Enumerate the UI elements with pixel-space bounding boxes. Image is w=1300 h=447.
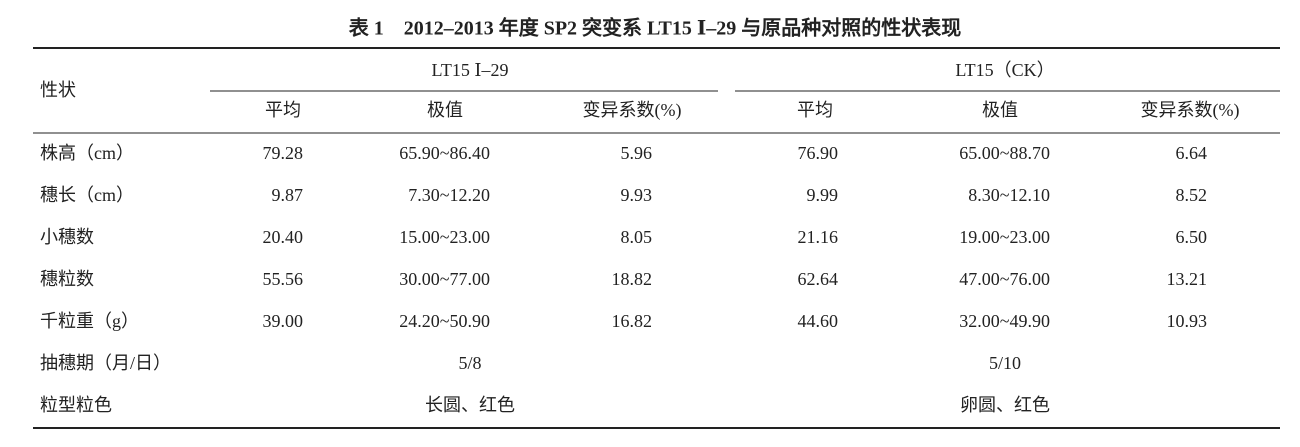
- cell: 62.64: [798, 269, 839, 289]
- cell: 47.00~76.00: [959, 269, 1050, 289]
- cell: 30.00~77.00: [399, 269, 490, 289]
- cell: 7.30~12.20: [408, 185, 490, 205]
- row-label: 粒型粒色: [40, 395, 112, 415]
- span-cell: 5/8: [458, 353, 481, 373]
- column-header: 平均: [797, 100, 833, 120]
- column-header: 极值: [427, 100, 463, 120]
- cell: 9.93: [621, 185, 653, 205]
- cell: 76.90: [798, 143, 839, 163]
- cell: 6.50: [1176, 227, 1208, 247]
- cell: 8.05: [621, 227, 653, 247]
- row-label: 抽穗期（月/日）: [40, 353, 171, 373]
- cell: 32.00~49.90: [959, 311, 1050, 331]
- cell: 65.00~88.70: [959, 143, 1050, 163]
- column-header: 变异系数(%): [583, 100, 682, 121]
- cell: 10.93: [1167, 311, 1208, 331]
- row-label: 千粒重（g）: [40, 311, 139, 331]
- corner-header: 性状: [40, 80, 76, 100]
- cell: 24.20~50.90: [399, 311, 490, 331]
- cell: 13.21: [1167, 269, 1208, 289]
- cell: 21.16: [798, 227, 839, 247]
- column-header: 极值: [982, 100, 1018, 120]
- span-cell: 5/10: [989, 353, 1021, 373]
- cell: 9.87: [272, 185, 304, 205]
- cell: 16.82: [612, 311, 653, 331]
- row-label: 株高（cm）: [40, 143, 134, 163]
- group-header: LT15（CK）: [955, 60, 1054, 80]
- cell: 6.64: [1176, 143, 1208, 163]
- table-title: 表 1 2012–2013 年度 SP2 突变系 LT15 Ⅰ–29 与原品种对…: [349, 16, 962, 40]
- cell: 8.52: [1176, 185, 1208, 205]
- group-header: LT15 Ⅰ–29: [432, 60, 509, 80]
- cell: 65.90~86.40: [399, 143, 490, 163]
- cell: 8.30~12.10: [968, 185, 1050, 205]
- cell: 79.28: [263, 143, 304, 163]
- span-cell: 长圆、红色: [425, 395, 515, 415]
- cell: 44.60: [798, 311, 839, 331]
- cell: 19.00~23.00: [959, 227, 1050, 247]
- row-label: 穗粒数: [40, 269, 94, 289]
- cell: 18.82: [612, 269, 653, 289]
- cell: 55.56: [263, 269, 304, 289]
- cell: 20.40: [263, 227, 304, 247]
- span-cell: 卵圆、红色: [960, 395, 1050, 415]
- cell: 39.00: [263, 311, 304, 331]
- row-label: 穗长（cm）: [40, 185, 134, 205]
- column-header: 平均: [265, 100, 301, 120]
- cell: 15.00~23.00: [399, 227, 490, 247]
- cell: 9.99: [807, 185, 839, 205]
- column-header: 变异系数(%): [1141, 100, 1240, 121]
- row-label: 小穗数: [40, 227, 94, 247]
- cell: 5.96: [621, 143, 653, 163]
